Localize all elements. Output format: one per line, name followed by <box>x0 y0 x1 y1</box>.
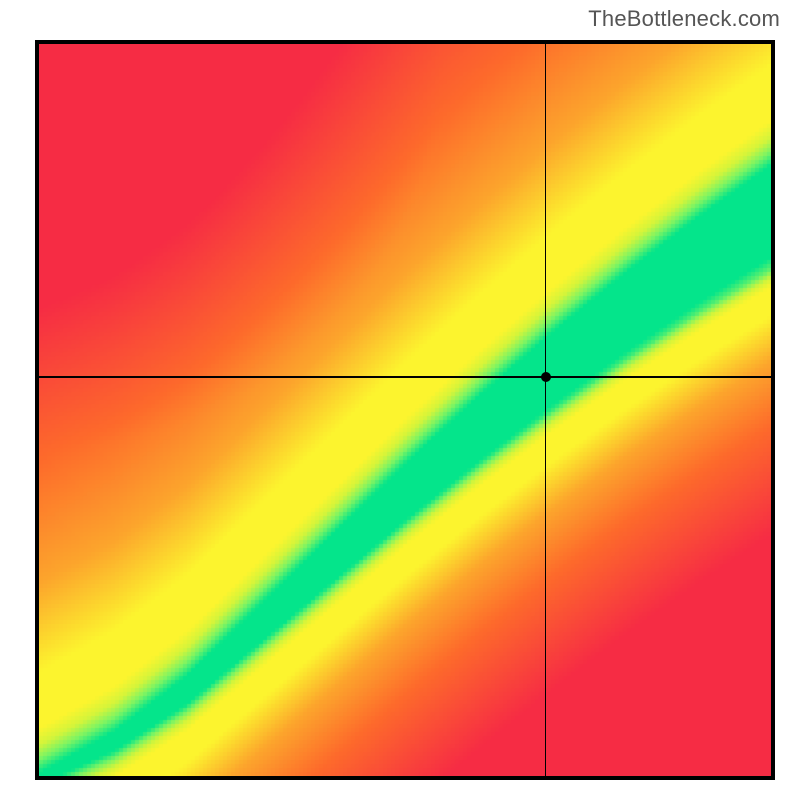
crosshair-vertical <box>545 44 547 776</box>
watermark: TheBottleneck.com <box>588 6 780 32</box>
plot-frame <box>35 40 775 780</box>
crosshair-horizontal <box>39 376 771 378</box>
heatmap-canvas <box>39 44 771 776</box>
marker-point <box>541 372 551 382</box>
